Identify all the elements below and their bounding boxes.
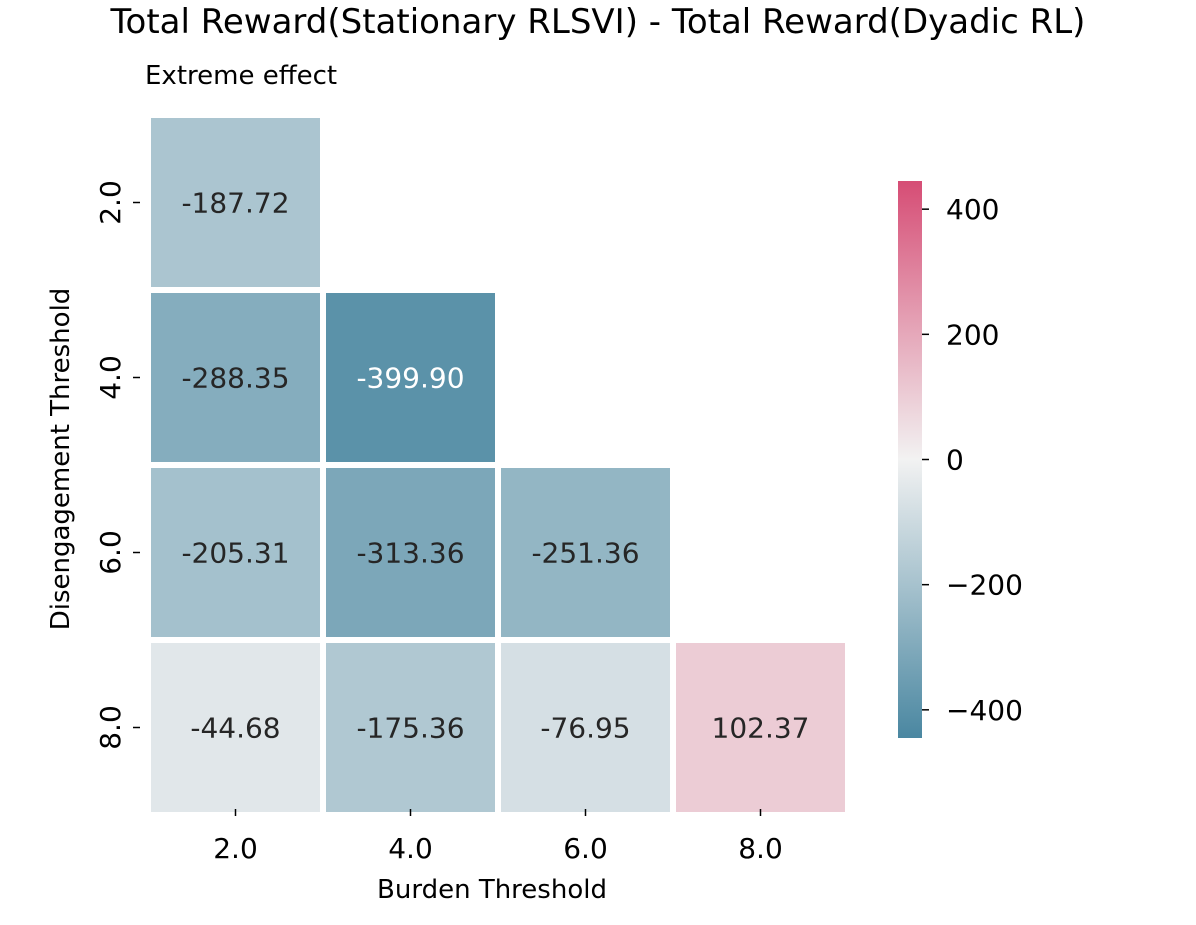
x-tick-label: 8.0 <box>738 832 783 865</box>
heatmap-cell <box>326 293 495 462</box>
cell-value-label: -251.36 <box>531 537 639 570</box>
x-axis-ticks: 2.0 4.0 6.0 8.0 <box>213 809 783 865</box>
cell-value-label: -288.35 <box>181 362 289 395</box>
cell-value-label: -175.36 <box>356 712 464 745</box>
chart-title: Total Reward(Stationary RLSVI) - Total R… <box>110 2 1086 42</box>
chart-subtitle: Extreme effect <box>145 61 337 91</box>
x-tick-label: 6.0 <box>563 832 608 865</box>
heatmap-cell <box>151 118 320 287</box>
x-tick-label: 4.0 <box>388 832 433 865</box>
colorbar-ticks: 400 200 0 −200 −400 <box>922 193 1023 727</box>
y-tick-label: 6.0 <box>94 530 127 575</box>
y-tick-label: 8.0 <box>94 705 127 750</box>
y-tick-label: 2.0 <box>94 180 127 225</box>
y-tick-label: 4.0 <box>94 355 127 400</box>
heatmap-cell <box>326 468 495 637</box>
cell-value-label: -187.72 <box>181 187 289 220</box>
colorbar <box>898 181 922 738</box>
cell-value-label: -313.36 <box>356 537 464 570</box>
heatmap-cell <box>151 293 320 462</box>
heatmap-cell <box>151 468 320 637</box>
cell-value-label: -205.31 <box>181 537 289 570</box>
cell-value-label: -44.68 <box>190 712 280 745</box>
x-axis-label: Burden Threshold <box>377 875 607 905</box>
heatmap-cell <box>501 643 670 812</box>
x-tick-label: 2.0 <box>213 832 258 865</box>
heatmap-cell <box>676 643 845 812</box>
heatmap-cell <box>151 643 320 812</box>
colorbar-tick-label: 200 <box>946 318 999 351</box>
heatmap-cell <box>326 643 495 812</box>
cell-value-label: -76.95 <box>540 712 630 745</box>
cell-value-label: -399.90 <box>356 362 464 395</box>
colorbar-tick-label: 400 <box>946 193 999 226</box>
y-axis-label: Disengagement Threshold <box>46 288 76 631</box>
y-axis-ticks: 2.0 4.0 6.0 8.0 <box>94 180 140 750</box>
cell-value-label: 102.37 <box>712 712 810 745</box>
heatmap-cell <box>501 468 670 637</box>
colorbar-tick-label: −200 <box>946 569 1023 602</box>
colorbar-tick-label: 0 <box>946 444 964 477</box>
heatmap-cells: -187.72 -288.35 -399.90 -205.31 -313.36 -251.… <box>151 118 845 812</box>
colorbar-tick-label: −400 <box>946 694 1023 727</box>
